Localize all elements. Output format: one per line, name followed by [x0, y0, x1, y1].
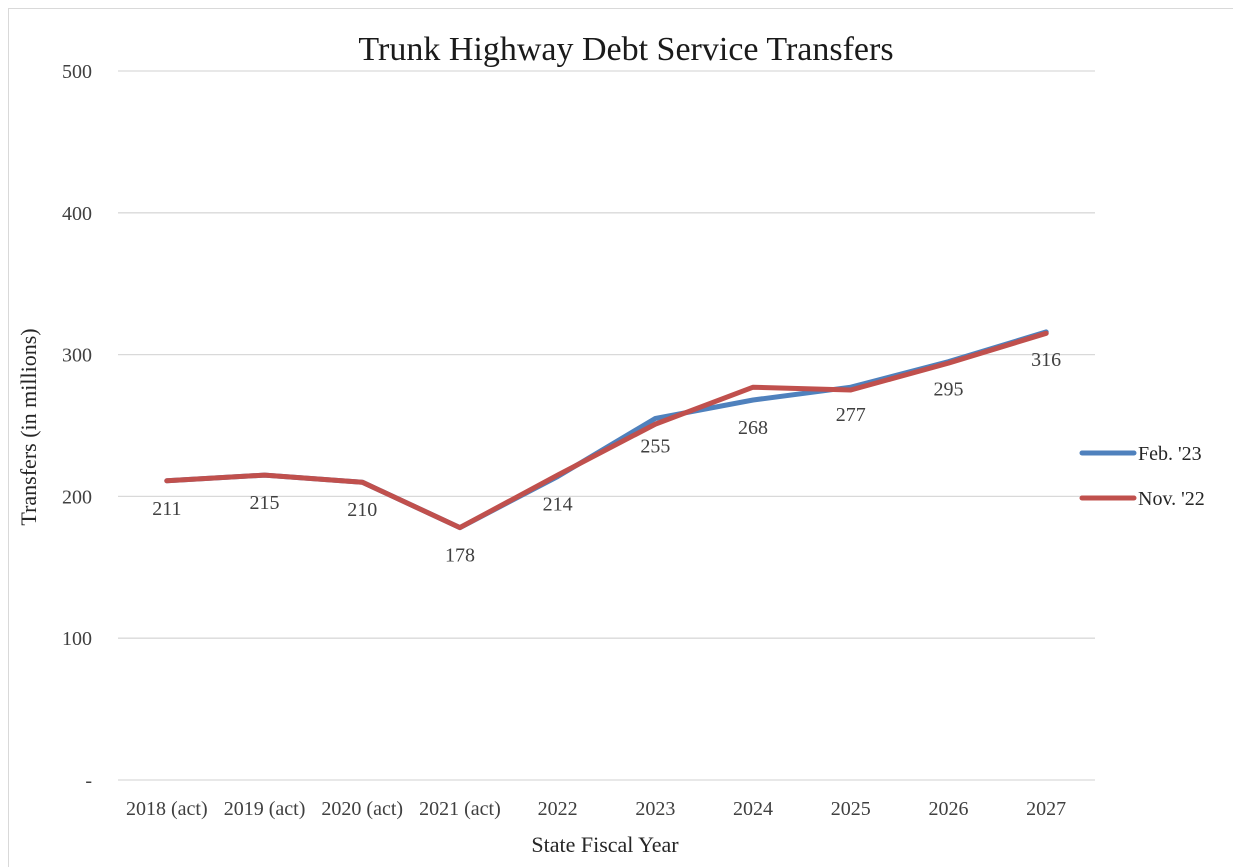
data-label: 178 [445, 545, 475, 567]
chart-title: Trunk Highway Debt Service Transfers [358, 31, 893, 68]
x-axis-ticks: 2018 (act) 2019 (act) 2020 (act) 2021 (act)… [126, 798, 1066, 820]
gridlines [118, 70, 1095, 781]
data-label: 214 [543, 494, 573, 516]
y-tick-label: - [85, 770, 92, 792]
x-axis-title: State Fiscal Year [531, 832, 679, 857]
x-tick-label: 2019 (act) [224, 798, 306, 820]
y-tick-label: 200 [62, 486, 92, 508]
x-tick-label: 2026 [928, 798, 968, 820]
series-line-0 [164, 329, 1049, 531]
x-tick-label: 2025 [831, 798, 871, 820]
x-tick-label: 2021 (act) [419, 798, 501, 820]
legend-label-1: Nov. '22 [1138, 488, 1205, 510]
x-tick-label: 2024 [733, 798, 773, 820]
y-tick-label: 500 [62, 61, 92, 83]
data-label: 316 [1031, 349, 1061, 371]
x-tick-label: 2020 (act) [321, 798, 403, 820]
x-tick-label: 2018 (act) [126, 798, 208, 820]
chart-frame [8, 8, 1233, 867]
data-label: 268 [738, 417, 768, 439]
legend: Feb. '23 Nov. '22 [1079, 443, 1205, 510]
series-line-1 [164, 330, 1049, 531]
y-tick-label: 300 [62, 345, 92, 367]
data-label: 215 [250, 492, 280, 514]
data-label: 255 [640, 435, 670, 457]
data-label: 210 [347, 499, 377, 521]
legend-label-0: Feb. '23 [1138, 443, 1202, 465]
series-lines [164, 329, 1049, 531]
y-tick-label: 100 [62, 628, 92, 650]
y-axis-ticks: - 100 200 300 400 500 [62, 61, 92, 792]
data-label: 295 [933, 379, 963, 401]
x-tick-label: 2027 [1026, 798, 1066, 820]
data-labels: 211 215 210 178 214 255 268 277 295 316 [152, 349, 1061, 567]
y-tick-label: 400 [62, 203, 92, 225]
y-axis-title: Transfers (in millions) [16, 328, 41, 525]
x-tick-label: 2023 [635, 798, 675, 820]
x-tick-label: 2022 [538, 798, 578, 820]
data-label: 211 [152, 498, 181, 520]
data-label: 277 [836, 404, 866, 426]
